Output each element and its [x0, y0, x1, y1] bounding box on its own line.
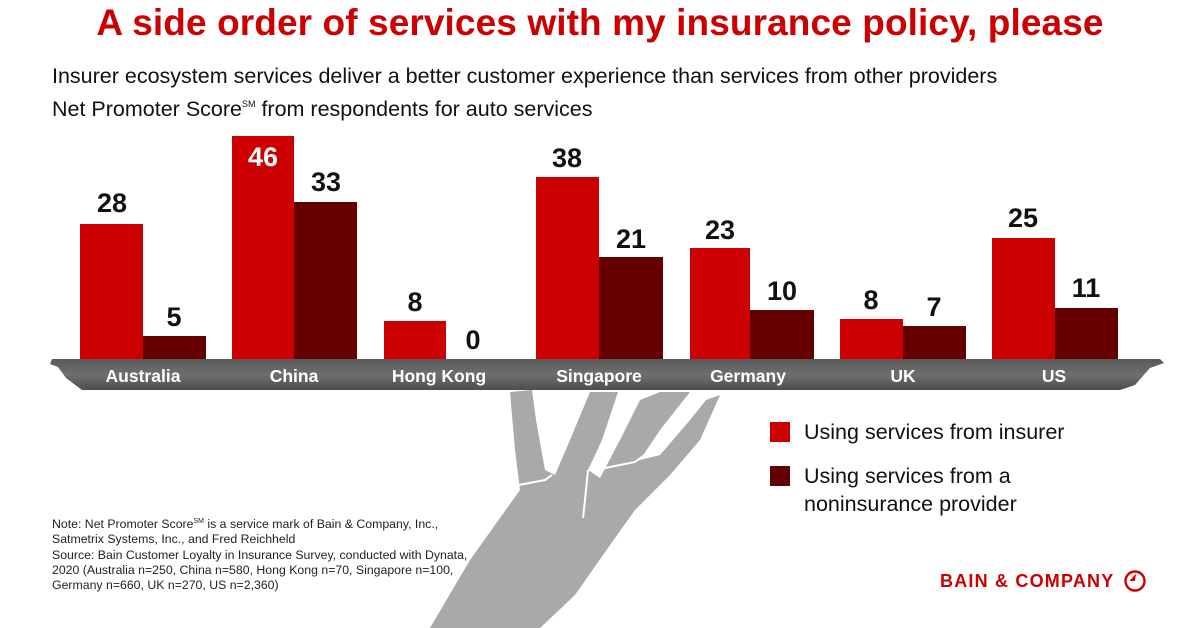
category-label-germany: Germany — [710, 366, 786, 386]
service-mark: SM — [241, 99, 256, 109]
value-label-germany-insurer: 23 — [704, 215, 736, 245]
note-prefix: Note: Net Promoter Score — [52, 517, 194, 532]
bar-hong-kong-insurer — [384, 321, 446, 359]
value-label-china-other: 33 — [310, 167, 342, 197]
category-label-uk: UK — [890, 366, 916, 386]
legend-label-line2: noninsurance provider — [804, 492, 1017, 516]
note-service-mark: SM — [193, 518, 204, 525]
chart-subtitle: Insurer ecosystem services deliver a bet… — [52, 64, 998, 88]
category-label-china: China — [269, 366, 319, 386]
value-label-germany-other: 10 — [766, 276, 798, 306]
value-label-us-other: 11 — [1071, 273, 1101, 303]
bar-uk-other — [903, 326, 966, 359]
legend-item-insurer: Using services from insurer — [770, 418, 1064, 446]
bar-singapore-insurer — [536, 177, 599, 359]
chart-metric-label: Net Promoter ScoreSM from respondents fo… — [52, 97, 592, 122]
bar-germany-other — [750, 310, 814, 359]
metric-description: from respondents for auto services — [255, 97, 593, 121]
note-suffix: is a service mark of Bain & Company, Inc… — [52, 517, 439, 547]
category-label-hong-kong: Hong Kong — [391, 366, 487, 386]
bar-singapore-other — [599, 257, 663, 359]
value-label-uk-insurer: 8 — [863, 285, 879, 315]
legend-label-line1: Using services from a — [804, 464, 1011, 488]
value-label-hong-kong-other: 0 — [465, 325, 481, 355]
bar-china-other — [294, 202, 357, 359]
logo-text: BAIN & COMPANY — [940, 570, 1115, 591]
value-label-singapore-insurer: 38 — [551, 143, 583, 173]
bar-australia-insurer — [80, 224, 143, 359]
value-label-australia-insurer: 28 — [96, 188, 128, 218]
bain-clock-icon — [1124, 570, 1147, 592]
chart-title: A side order of services with my insuran… — [96, 2, 1104, 43]
category-label-singapore: Singapore — [556, 366, 642, 386]
category-label-australia: Australia — [105, 366, 181, 386]
bar-us-other — [1055, 308, 1118, 359]
bar-china-insurer — [232, 136, 294, 359]
bar-australia-other — [143, 336, 206, 359]
footnote-source: Source: Bain Customer Loyalty in Insuran… — [52, 548, 468, 592]
footnote-note: Note: Net Promoter ScoreSM is a service … — [52, 514, 472, 547]
legend-swatch-insurer — [770, 422, 790, 442]
bar-germany-insurer — [690, 248, 750, 359]
bar-uk-insurer — [840, 319, 903, 359]
value-label-australia-other: 5 — [166, 302, 182, 332]
bain-logo: BAIN & COMPANY — [940, 569, 1147, 593]
legend-label-noninsurance: Using services from a noninsurance provi… — [804, 462, 1017, 518]
value-label-uk-other: 7 — [926, 292, 942, 322]
value-label-hong-kong-insurer: 8 — [407, 287, 423, 317]
bar-us-insurer — [992, 238, 1055, 359]
category-label-us: US — [1041, 366, 1067, 386]
metric-name: Net Promoter Score — [52, 97, 242, 121]
legend-label-insurer: Using services from insurer — [804, 420, 1065, 444]
legend-item-noninsurance: Using services from a noninsurance provi… — [770, 462, 1017, 518]
value-label-singapore-other: 21 — [615, 224, 647, 254]
value-label-us-insurer: 25 — [1007, 203, 1039, 233]
value-label-china-insurer: 46 — [247, 142, 279, 172]
legend-swatch-noninsurance — [770, 466, 790, 486]
